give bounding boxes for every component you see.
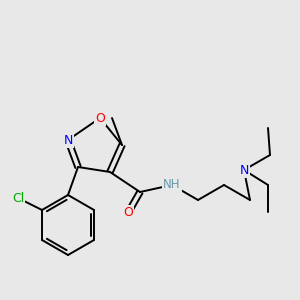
Text: O: O (123, 206, 133, 220)
Text: NH: NH (163, 178, 181, 191)
Text: O: O (95, 112, 105, 124)
Text: Cl: Cl (12, 191, 24, 205)
Text: N: N (239, 164, 249, 176)
Text: N: N (63, 134, 73, 146)
